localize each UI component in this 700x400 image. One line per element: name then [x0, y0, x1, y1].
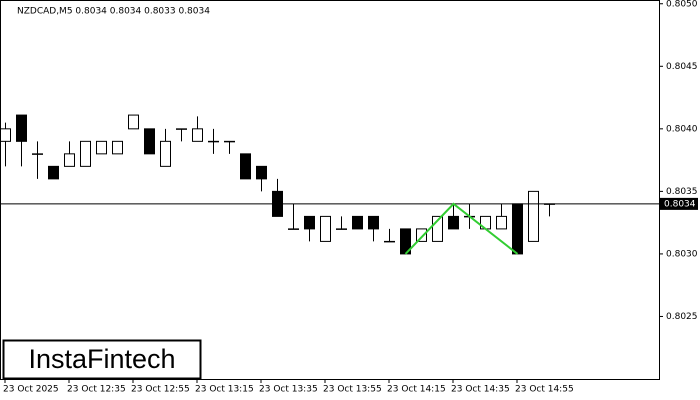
candle-body: [128, 114, 139, 130]
x-tick-label: 23 Oct 13:35: [259, 385, 318, 395]
chart-title: NZDCAD,M5 0.8034 0.8034 0.8033 0.8034: [17, 7, 210, 17]
candle-body: [96, 140, 107, 155]
y-tick-label: 0.8025: [666, 312, 698, 322]
candle-body: [368, 215, 379, 230]
candle-body: [224, 140, 235, 143]
candle-body: [416, 228, 427, 242]
logo: InstaFintech: [28, 344, 175, 374]
y-tick-label: 0.8050: [666, 0, 698, 9]
candle-body: [304, 215, 315, 230]
candle-body: [160, 140, 171, 167]
candle-body: [240, 153, 251, 180]
candle-body: [0, 128, 11, 142]
candle-body: [384, 240, 395, 243]
candle-body: [320, 215, 331, 242]
pattern-line: [404, 202, 519, 255]
y-tick-label: 0.8045: [666, 62, 698, 72]
x-tick-label: 23 Oct 13:55: [323, 385, 382, 395]
candle-body: [144, 128, 155, 155]
x-tick-label: 23 Oct 2025: [3, 385, 59, 395]
x-tick-label: 23 Oct 14:55: [515, 385, 574, 395]
x-tick-label: 23 Oct 12:55: [131, 385, 190, 395]
candle-body: [288, 228, 299, 230]
x-tick-label: 23 Oct 14:35: [451, 385, 510, 395]
candle-body: [176, 128, 187, 130]
x-tick-label: 23 Oct 12:35: [67, 385, 126, 395]
last-price-box: [660, 197, 698, 210]
x-tick-label: 23 Oct 14:15: [387, 385, 446, 395]
candle-body: [432, 215, 443, 242]
plot-frame: [0, 0, 660, 380]
last-price-label: 0.8034: [664, 199, 696, 209]
candle-body: [80, 140, 91, 167]
candle-body: [256, 165, 267, 180]
candle-body: [512, 203, 523, 255]
candle-body: [48, 165, 59, 180]
candle-body: [16, 114, 27, 142]
candle-body: [528, 190, 539, 242]
candle-body: [496, 215, 507, 230]
candle-body: [192, 128, 203, 142]
candle-body: [32, 153, 43, 155]
candle-body: [352, 215, 363, 230]
y-tick-label: 0.8035: [666, 187, 698, 197]
candle-body: [64, 153, 75, 167]
logo-box: [2, 339, 202, 380]
candle-body: [112, 140, 123, 155]
candle-body: [448, 215, 459, 230]
candle-body: [208, 140, 219, 143]
y-tick-label: 0.8030: [666, 249, 698, 259]
candle-body: [336, 228, 347, 230]
x-tick-label: 23 Oct 13:15: [195, 385, 254, 395]
y-tick-label: 0.8040: [666, 124, 698, 134]
